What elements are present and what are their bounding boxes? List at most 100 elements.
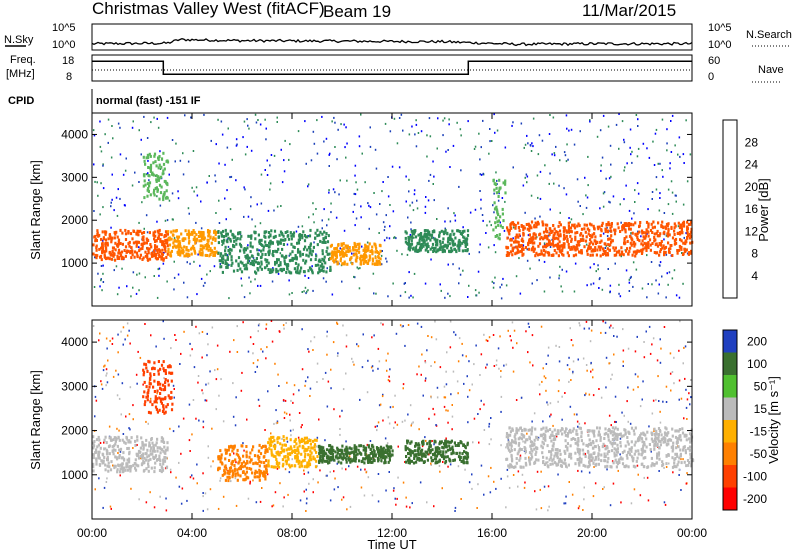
data-cell	[154, 160, 157, 164]
scatter-point	[117, 351, 119, 354]
scatter-point	[634, 189, 636, 192]
scatter-point	[486, 224, 488, 227]
data-cell	[370, 444, 374, 448]
data-cell	[306, 235, 309, 239]
data-cell	[540, 249, 543, 253]
data-cell	[95, 248, 98, 252]
data-cell	[250, 254, 254, 258]
data-cell	[318, 459, 321, 463]
scatter-point	[539, 197, 542, 200]
data-cell	[207, 232, 211, 236]
scatter-point	[356, 188, 359, 191]
data-cell	[364, 446, 367, 450]
data-cell	[227, 249, 230, 252]
scatter-point	[479, 158, 481, 161]
data-cell	[636, 232, 639, 236]
data-cell	[297, 263, 300, 267]
data-cell	[543, 244, 546, 248]
scatter-point	[312, 349, 314, 351]
data-cell	[616, 222, 619, 226]
scatter-point	[643, 341, 645, 343]
scatter-point	[568, 368, 571, 371]
scatter-point	[156, 195, 158, 198]
scatter-point	[371, 336, 373, 339]
scatter-point	[141, 201, 143, 204]
scatter-point	[432, 160, 434, 163]
data-cell	[232, 233, 235, 237]
data-cell	[286, 230, 289, 234]
scatter-point	[402, 129, 404, 132]
scatter-point	[214, 180, 217, 183]
data-cell	[439, 247, 442, 251]
scatter-point	[669, 372, 672, 375]
data-cell	[149, 372, 152, 376]
scatter-point	[265, 327, 267, 330]
scatter-point	[531, 142, 533, 145]
scatter-point	[522, 184, 525, 187]
data-cell	[362, 262, 365, 265]
scatter-point	[461, 354, 464, 357]
scatter-point	[447, 465, 449, 468]
data-cell	[346, 244, 349, 248]
scatter-point	[271, 340, 274, 343]
data-cell	[141, 443, 144, 447]
data-cell	[233, 239, 236, 243]
data-cell	[95, 244, 98, 248]
data-cell	[105, 246, 108, 250]
scatter-point	[401, 325, 403, 328]
scatter-point	[389, 225, 391, 228]
data-cell	[607, 237, 610, 241]
data-cell	[563, 226, 566, 230]
scatter-point	[370, 366, 373, 369]
scatter-point	[224, 197, 226, 200]
data-cell	[569, 234, 572, 238]
scatter-point	[505, 506, 507, 509]
data-cell	[556, 243, 559, 247]
scatter-point	[128, 329, 130, 332]
data-cell	[152, 233, 155, 237]
data-cell	[284, 231, 287, 234]
data-cell	[365, 456, 368, 460]
data-cell	[548, 232, 551, 236]
scatter-point	[218, 394, 220, 397]
scatter-point	[345, 126, 347, 129]
scatter-point	[262, 350, 264, 353]
scatter-point	[435, 424, 437, 426]
data-cell	[600, 224, 604, 228]
data-cell	[95, 459, 98, 463]
data-cell	[92, 453, 95, 457]
scatter-point	[182, 417, 185, 420]
scatter-point	[100, 383, 103, 386]
data-cell	[107, 256, 110, 260]
data-cell	[166, 244, 169, 248]
data-cell	[404, 236, 407, 240]
scatter-point	[316, 436, 319, 439]
data-cell	[349, 460, 352, 464]
data-cell	[685, 248, 688, 252]
data-cell	[310, 267, 313, 271]
data-cell	[462, 235, 465, 239]
scatter-point	[209, 370, 211, 373]
scatter-point	[458, 337, 461, 340]
data-cell	[281, 247, 284, 251]
scatter-point	[273, 209, 275, 212]
data-cell	[337, 449, 340, 453]
data-cell	[270, 451, 273, 455]
scatter-point	[217, 118, 219, 121]
data-cell	[419, 234, 422, 238]
data-cell	[494, 225, 497, 229]
scatter-point	[266, 346, 268, 349]
scatter-point	[544, 164, 546, 167]
data-cell	[686, 220, 689, 224]
data-cell	[153, 251, 156, 255]
data-cell	[431, 246, 434, 250]
data-cell	[562, 237, 565, 241]
data-cell	[363, 461, 366, 465]
scatter-point	[187, 160, 190, 163]
scatter-point	[607, 125, 610, 128]
data-cell	[230, 258, 233, 262]
data-cell	[422, 241, 425, 245]
data-cell	[572, 254, 575, 258]
data-cell	[517, 221, 520, 225]
data-cell	[593, 249, 597, 252]
